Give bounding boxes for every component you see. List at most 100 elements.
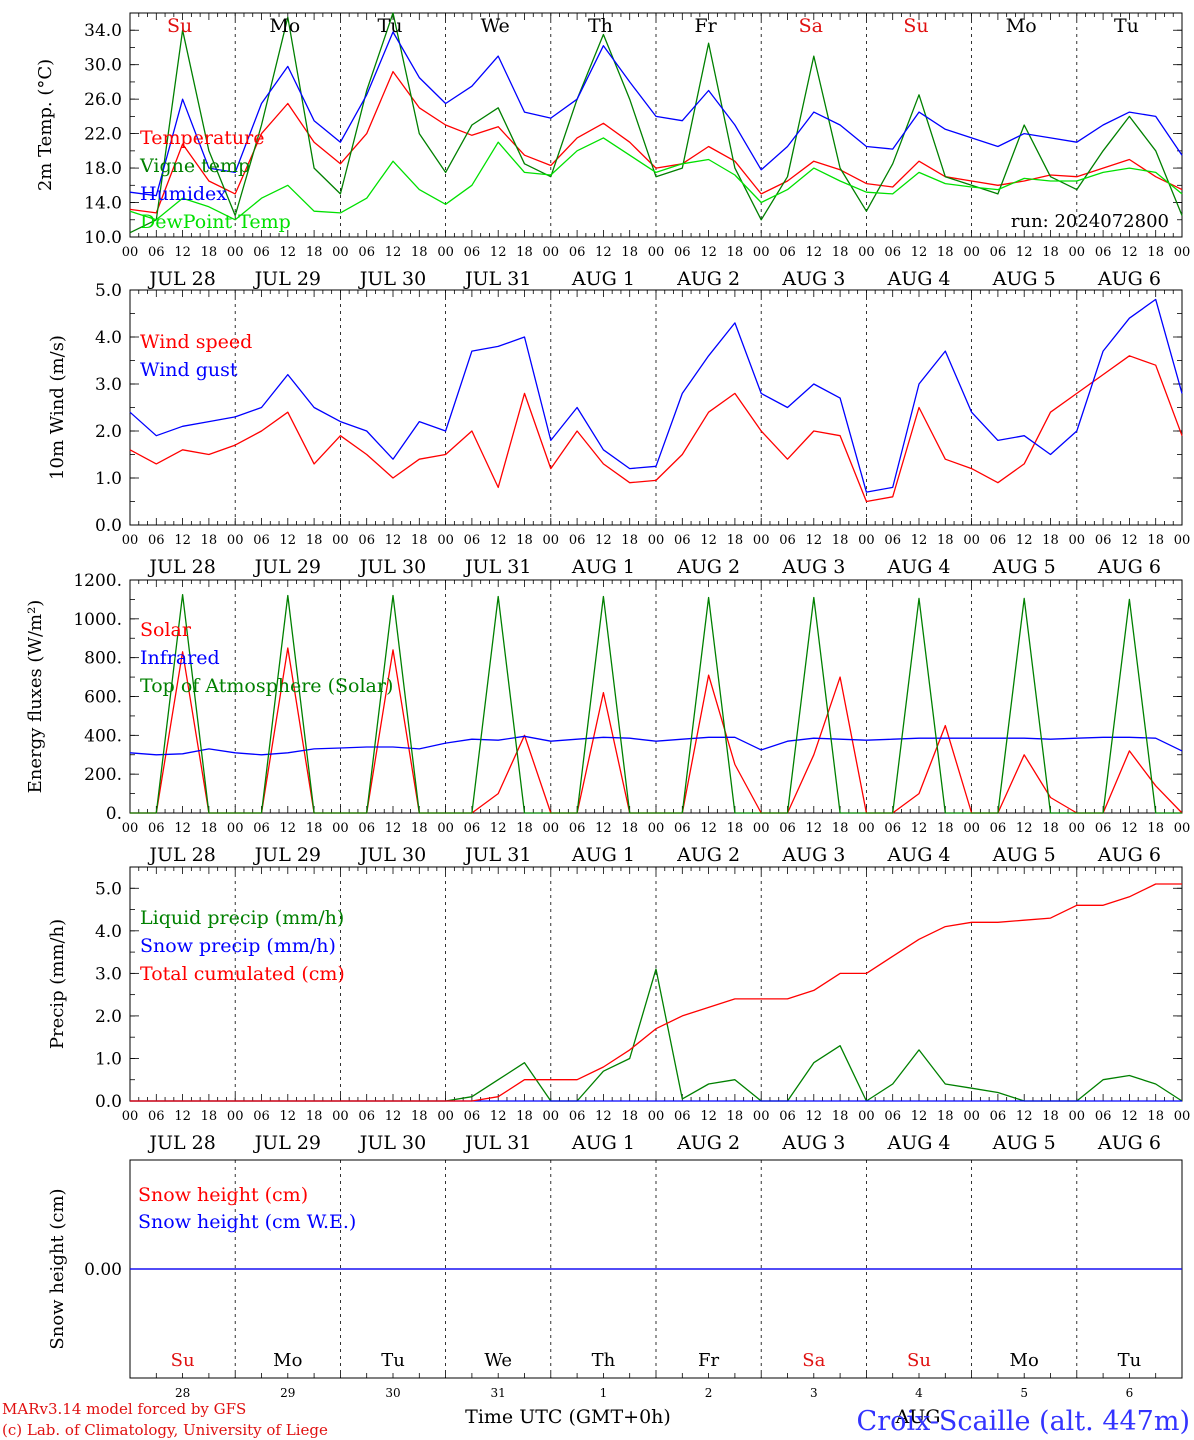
- precip-hour-label: 12: [174, 1109, 191, 1124]
- wind-hour-label: 18: [411, 533, 428, 548]
- precip-hour-label: 18: [621, 1109, 638, 1124]
- energy-hour-label: 18: [516, 821, 533, 836]
- day-number-label: 31: [491, 1386, 506, 1400]
- energy-hour-label: 00: [963, 821, 980, 836]
- weekday-label-top: Th: [588, 15, 613, 37]
- precip-y-tick-label: 1.0: [95, 1049, 122, 1069]
- precip-hour-label: 18: [306, 1109, 323, 1124]
- snow-y-axis-label: Snow height (cm): [47, 1188, 68, 1349]
- energy-hour-label: 12: [595, 821, 612, 836]
- energy-hour-label: 12: [700, 821, 717, 836]
- precip-hour-label: 06: [990, 1109, 1007, 1124]
- temp-hour-label: 00: [437, 245, 454, 260]
- wind-hour-label: 12: [490, 533, 507, 548]
- energy-hour-label: 12: [490, 821, 507, 836]
- wind-hour-label: 06: [674, 533, 691, 548]
- wind-hour-label: 18: [201, 533, 218, 548]
- wind-y-tick-label: 1.0: [95, 469, 122, 489]
- energy-hour-label: 06: [1095, 821, 1112, 836]
- precip-y-tick-label: 4.0: [95, 922, 122, 942]
- energy-date-label: AUG 2: [676, 844, 740, 866]
- energy-hour-label: 06: [569, 821, 586, 836]
- precip-hour-label: 06: [148, 1109, 165, 1124]
- temp-hour-label: 06: [148, 245, 165, 260]
- wind-hour-label: 12: [174, 533, 191, 548]
- energy-y-tick-label: 200.: [84, 765, 122, 785]
- temp-hour-label: 06: [1095, 245, 1112, 260]
- temp-date-label: AUG 5: [992, 268, 1056, 290]
- wind-date-label: AUG 4: [886, 556, 950, 578]
- wind-date-label: AUG 1: [571, 556, 635, 578]
- energy-y-tick-label: 0.: [106, 804, 122, 824]
- precip-legend-entry: Total cumulated (cm): [140, 963, 345, 985]
- day-number-label: 29: [280, 1386, 295, 1400]
- temp-y-tick-label: 22.0: [84, 125, 122, 145]
- precip-date-label: JUL 28: [147, 1132, 215, 1154]
- wind-hour-label: 18: [937, 533, 954, 548]
- temp-legend-entry: Humidex: [140, 183, 227, 205]
- temp-hour-label: 18: [1042, 245, 1059, 260]
- temp-hour-label: 00: [858, 245, 875, 260]
- temp-legend-entry: Vigne temp: [139, 155, 250, 177]
- temp-hour-label: 00: [543, 245, 560, 260]
- precip-hour-label: 00: [122, 1109, 139, 1124]
- precip-legend-entry: Snow precip (mm/h): [140, 935, 336, 957]
- wind-y-axis-label: 10m Wind (m/s): [47, 335, 68, 480]
- wind-hour-label: 00: [1174, 533, 1191, 548]
- energy-hour-label: 00: [227, 821, 244, 836]
- temp-hour-label: 00: [122, 245, 139, 260]
- weekday-label-bottom: Su: [171, 1350, 195, 1371]
- energy-date-label: AUG 5: [992, 844, 1056, 866]
- temp-y-tick-label: 14.0: [84, 194, 122, 214]
- wind-hour-label: 12: [911, 533, 928, 548]
- temp-hour-label: 00: [648, 245, 665, 260]
- temp-date-label: AUG 3: [781, 268, 845, 290]
- temp-hour-label: 00: [1174, 245, 1191, 260]
- energy-hour-label: 18: [727, 821, 744, 836]
- temp-hour-label: 12: [490, 245, 507, 260]
- wind-y-tick-label: 0.0: [95, 516, 122, 536]
- weekday-label-top: Su: [167, 15, 192, 37]
- precip-series-total-cumulated-cm: [130, 883, 1182, 1102]
- precip-hour-label: 06: [1095, 1109, 1112, 1124]
- temp-hour-label: 18: [306, 245, 323, 260]
- wind-hour-label: 06: [358, 533, 375, 548]
- wind-hour-label: 00: [332, 533, 349, 548]
- day-number-label: 6: [1126, 1386, 1134, 1400]
- wind-hour-label: 00: [543, 533, 560, 548]
- temp-hour-label: 12: [385, 245, 402, 260]
- wind-hour-label: 18: [621, 533, 638, 548]
- precip-hour-label: 18: [937, 1109, 954, 1124]
- energy-hour-label: 00: [332, 821, 349, 836]
- weekday-label-top: We: [481, 15, 510, 37]
- precip-date-label: AUG 5: [992, 1132, 1056, 1154]
- wind-legend-entry: Wind speed: [140, 331, 252, 353]
- precip-y-tick-label: 0.0: [95, 1092, 122, 1112]
- weekday-label-bottom: Mo: [273, 1350, 302, 1371]
- temp-y-tick-label: 10.0: [84, 228, 122, 248]
- wind-hour-label: 06: [253, 533, 270, 548]
- precip-hour-label: 00: [332, 1109, 349, 1124]
- temp-hour-label: 12: [1016, 245, 1033, 260]
- temp-hour-label: 06: [569, 245, 586, 260]
- precip-hour-label: 12: [1016, 1109, 1033, 1124]
- temp-y-tick-label: 30.0: [84, 56, 122, 76]
- precip-y-tick-label: 2.0: [95, 1007, 122, 1027]
- energy-hour-label: 06: [358, 821, 375, 836]
- temp-y-tick-label: 34.0: [84, 21, 122, 41]
- energy-y-tick-label: 1000.: [73, 610, 122, 630]
- wind-hour-label: 18: [1042, 533, 1059, 548]
- wind-hour-label: 00: [437, 533, 454, 548]
- weekday-label-bottom: Sa: [802, 1350, 825, 1371]
- day-number-label: 5: [1020, 1386, 1028, 1400]
- energy-hour-label: 18: [621, 821, 638, 836]
- temp-series-temperature: [129, 70, 1183, 214]
- precip-hour-label: 18: [1147, 1109, 1164, 1124]
- precip-hour-label: 12: [280, 1109, 297, 1124]
- wind-y-tick-label: 4.0: [95, 328, 122, 348]
- energy-hour-label: 00: [858, 821, 875, 836]
- energy-hour-label: 06: [464, 821, 481, 836]
- wind-hour-label: 12: [1016, 533, 1033, 548]
- wind-hour-label: 00: [122, 533, 139, 548]
- precip-date-label: AUG 1: [571, 1132, 635, 1154]
